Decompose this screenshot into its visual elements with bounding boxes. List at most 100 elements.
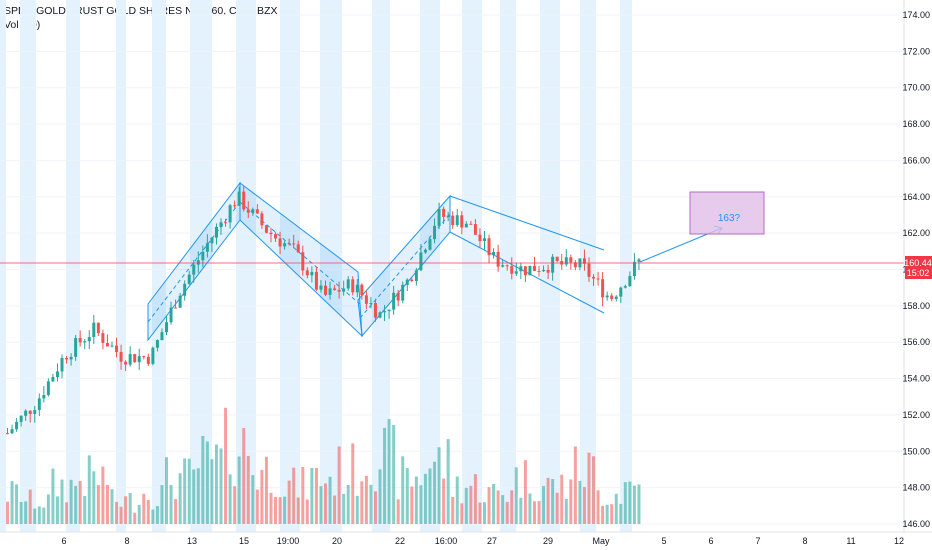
rising-channel-1-midline: [147, 201, 241, 323]
volume-bar: [210, 459, 214, 524]
volume-bar: [442, 478, 446, 524]
candle-body: [351, 279, 355, 293]
candle-body: [542, 269, 546, 272]
candle-body: [201, 251, 205, 261]
candle-body: [396, 292, 400, 301]
volume-bar: [505, 501, 509, 524]
candle-body: [60, 358, 64, 372]
candle-body: [233, 205, 237, 207]
candle-body: [78, 337, 82, 343]
candle-body: [192, 264, 196, 275]
volume-bar: [451, 496, 455, 524]
candle-body: [51, 377, 55, 382]
candle-body: [251, 209, 255, 213]
volume-bar: [423, 473, 427, 524]
time-tick-label: 19:00: [277, 536, 300, 546]
candle-body: [296, 244, 300, 253]
price-tick-label: 162.00: [902, 228, 930, 238]
candle-body: [619, 287, 623, 297]
session-band: [420, 0, 440, 532]
candle-body: [428, 239, 432, 250]
candle-body: [442, 208, 446, 217]
candle-body: [369, 303, 373, 305]
volume-bar: [278, 497, 282, 524]
price-tick-label: 156.00: [902, 337, 930, 347]
volume-bar: [6, 501, 9, 524]
candle-body: [314, 271, 318, 290]
candle-body: [360, 284, 364, 296]
volume-bar: [124, 496, 128, 524]
volume-bar: [405, 468, 409, 524]
price-tick-label: 174.00: [902, 10, 930, 20]
candle-body: [605, 295, 609, 298]
grid-lines: [0, 14, 904, 525]
volume-bar: [28, 489, 32, 524]
candle-body: [137, 356, 141, 363]
candle-body: [283, 243, 287, 247]
candle-body: [24, 410, 28, 416]
candle-body: [242, 191, 246, 210]
volume-bar: [60, 479, 64, 524]
candle-body: [460, 215, 464, 228]
price-tick-label: 148.00: [902, 483, 930, 493]
time-tick-label: 6: [61, 536, 66, 546]
volume-bar: [101, 466, 105, 524]
annotation-box[interactable]: [689, 191, 765, 235]
volume-bar: [283, 496, 287, 524]
candle-body: [74, 337, 78, 357]
session-band: [280, 0, 300, 532]
candle-body: [601, 279, 605, 298]
time-tick-label: 8: [124, 536, 129, 546]
volume-bar: [196, 468, 200, 524]
candle-body: [492, 251, 496, 256]
volume-bar: [328, 476, 332, 524]
volume-bar: [242, 428, 246, 524]
volume-bar: [160, 485, 164, 524]
candle-body: [274, 234, 278, 239]
volume-bar: [42, 507, 46, 524]
volume-bar: [387, 419, 391, 524]
candle-body: [346, 279, 350, 289]
candle-body: [614, 296, 618, 300]
volume-bar: [246, 455, 250, 524]
volume-bar: [637, 484, 641, 524]
candle-body: [128, 354, 132, 365]
volume-bar: [351, 443, 355, 524]
volume-bar: [564, 498, 568, 524]
volume-bar: [428, 468, 432, 524]
candle-body: [260, 213, 264, 226]
candle-body: [446, 215, 450, 217]
price-marker-value: 160.44: [904, 258, 932, 268]
price-tick-label: 168.00: [902, 119, 930, 129]
candle-body: [528, 265, 532, 276]
volume-bar: [578, 480, 582, 524]
time-tick-label: 8: [802, 536, 807, 546]
candle-body: [410, 279, 414, 282]
candle-body: [392, 292, 396, 310]
candle-body: [133, 354, 137, 363]
volume-bar: [255, 489, 259, 524]
price-tick-label: 150.00: [902, 446, 930, 456]
candle-body: [496, 251, 500, 267]
candle-body: [287, 243, 291, 245]
volume-bar: [592, 456, 596, 524]
volume-bar: [33, 508, 37, 524]
candle-body: [483, 238, 486, 241]
candle-body: [210, 237, 214, 244]
price-tick-label: 164.00: [902, 192, 930, 202]
volume-bar: [446, 439, 450, 524]
candle-body: [124, 361, 128, 365]
candle-body: [28, 410, 32, 414]
candle-body: [187, 274, 191, 284]
volume-bars: [6, 407, 641, 524]
session-band: [20, 0, 36, 532]
volume-bar: [55, 496, 59, 524]
candle-body: [305, 270, 309, 276]
candle-body: [401, 284, 405, 301]
candle-body: [414, 270, 418, 282]
volume-bar: [74, 485, 78, 524]
volume-bar: [37, 506, 41, 524]
candle-body: [237, 191, 241, 206]
volume-bar: [342, 493, 346, 524]
